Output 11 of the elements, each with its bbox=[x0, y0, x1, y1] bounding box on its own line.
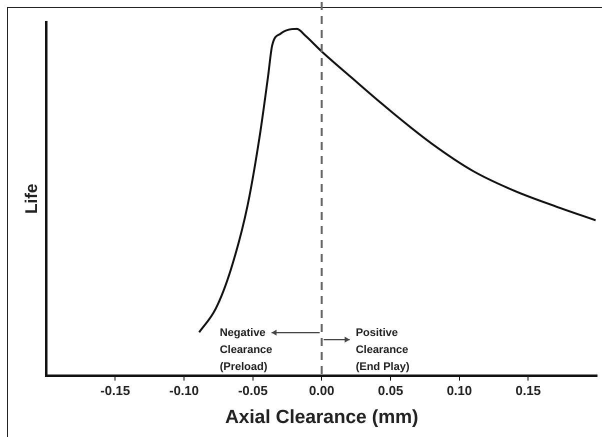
x-tick-label: -0.10 bbox=[169, 382, 199, 398]
x-tick-label: 0.15 bbox=[516, 382, 541, 398]
x-tick-label: 0.00 bbox=[309, 382, 334, 398]
x-tick-label: 0.05 bbox=[378, 382, 404, 398]
x-tick-label: -0.15 bbox=[100, 382, 130, 398]
x-axis-title: Axial Clearance (mm) bbox=[225, 406, 418, 428]
y-axis-title: Life bbox=[22, 184, 41, 214]
x-tick-label: 0.10 bbox=[446, 382, 472, 398]
x-tick-label: -0.05 bbox=[238, 382, 268, 398]
annotation: Negative Clearance (Preload) bbox=[220, 327, 272, 374]
annotation: Positive Clearance (End Play) bbox=[356, 327, 410, 374]
